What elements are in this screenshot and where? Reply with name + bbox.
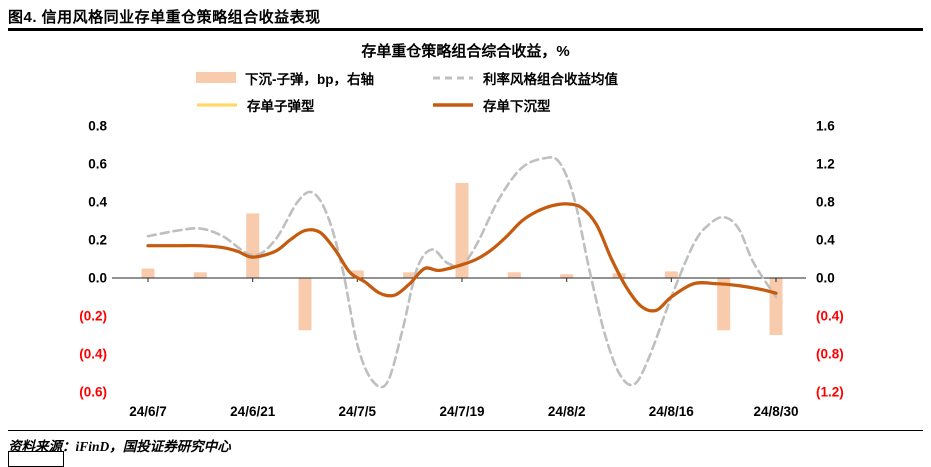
bar-sink-minus-bullet <box>507 272 521 278</box>
legend-swatch-line <box>197 102 237 107</box>
left-axis-tick-label: 0.8 <box>88 119 107 134</box>
bar-sink-minus-bullet <box>717 278 731 331</box>
legend-item: 存单下沉型 <box>432 91 742 118</box>
bar-sink-minus-bullet <box>455 183 469 278</box>
left-axis-tick-label: (0.4) <box>79 347 107 362</box>
x-axis-label: 24/6/7 <box>129 404 167 419</box>
left-axis-tick-label: 0.4 <box>88 195 107 210</box>
line-cd-sink <box>146 202 778 313</box>
right-axis-tick-label: 1.2 <box>816 157 835 172</box>
bar-sink-minus-bullet <box>769 278 783 335</box>
bar-sink-minus-bullet <box>350 270 364 278</box>
right-axis-tick-label: (0.8) <box>816 347 844 362</box>
bar-sink-minus-bullet <box>193 272 207 278</box>
right-axis-tick-label: (1.2) <box>816 385 844 400</box>
figure-title: 图4. 信用风格同业存单重仓策略组合收益表现 <box>8 9 321 26</box>
right-axis-tick-label: 1.6 <box>816 119 835 134</box>
x-axis-label: 24/7/19 <box>439 404 484 419</box>
legend-swatch-bar <box>196 72 236 83</box>
bar-sink-minus-bullet <box>298 278 312 331</box>
x-axis-label: 24/8/16 <box>649 404 695 419</box>
header-divider <box>8 28 923 31</box>
legend-swatch-line <box>433 76 473 79</box>
right-axis-tick-label: 0.0 <box>816 271 835 286</box>
bar-sink-minus-bullet <box>141 268 155 278</box>
x-axis-label: 24/8/30 <box>753 404 798 419</box>
x-axis-label: 24/6/21 <box>230 404 276 419</box>
bar-sink-minus-bullet <box>246 213 260 278</box>
legend-item: 利率风格组合收益均值 <box>432 64 742 91</box>
bar-sink-minus-bullet <box>403 272 417 278</box>
right-axis-tick-label: (0.4) <box>816 309 844 324</box>
legend-item: 下沉-子弹，bp，右轴 <box>196 64 432 91</box>
bar-sink-minus-bullet <box>664 271 678 279</box>
legend-swatch-line <box>433 102 473 107</box>
table-fragment <box>8 451 64 467</box>
source-note: 资料来源：iFinD，国投证券研究中心 <box>8 439 231 454</box>
x-axis-label: 24/8/2 <box>548 404 586 419</box>
chart-title: 存单重仓策略组合综合收益，% <box>361 43 570 60</box>
left-axis-tick-label: (0.6) <box>79 385 107 400</box>
legend-label: 利率风格组合收益均值 <box>483 71 618 87</box>
left-axis-tick-label: 0.6 <box>88 157 107 172</box>
footer-divider <box>8 430 923 431</box>
left-axis-tick-label: (0.2) <box>79 309 107 324</box>
left-axis-tick-label: 0.0 <box>88 271 107 286</box>
left-axis-tick-label: 0.2 <box>88 233 107 248</box>
legend-label: 存单下沉型 <box>483 98 551 114</box>
legend-item: 存单子弹型 <box>196 91 432 118</box>
x-axis-label: 24/7/5 <box>339 404 377 419</box>
bar-sink-minus-bullet <box>560 274 574 278</box>
right-axis-tick-label: 0.4 <box>816 233 835 248</box>
legend-label: 下沉-子弹，bp，右轴 <box>245 71 374 87</box>
legend-label: 存单子弹型 <box>247 98 315 114</box>
right-axis-tick-label: 0.8 <box>816 195 835 210</box>
chart-legend: 下沉-子弹，bp，右轴 利率风格组合收益均值存单子弹型 存单下沉型 <box>196 64 742 118</box>
